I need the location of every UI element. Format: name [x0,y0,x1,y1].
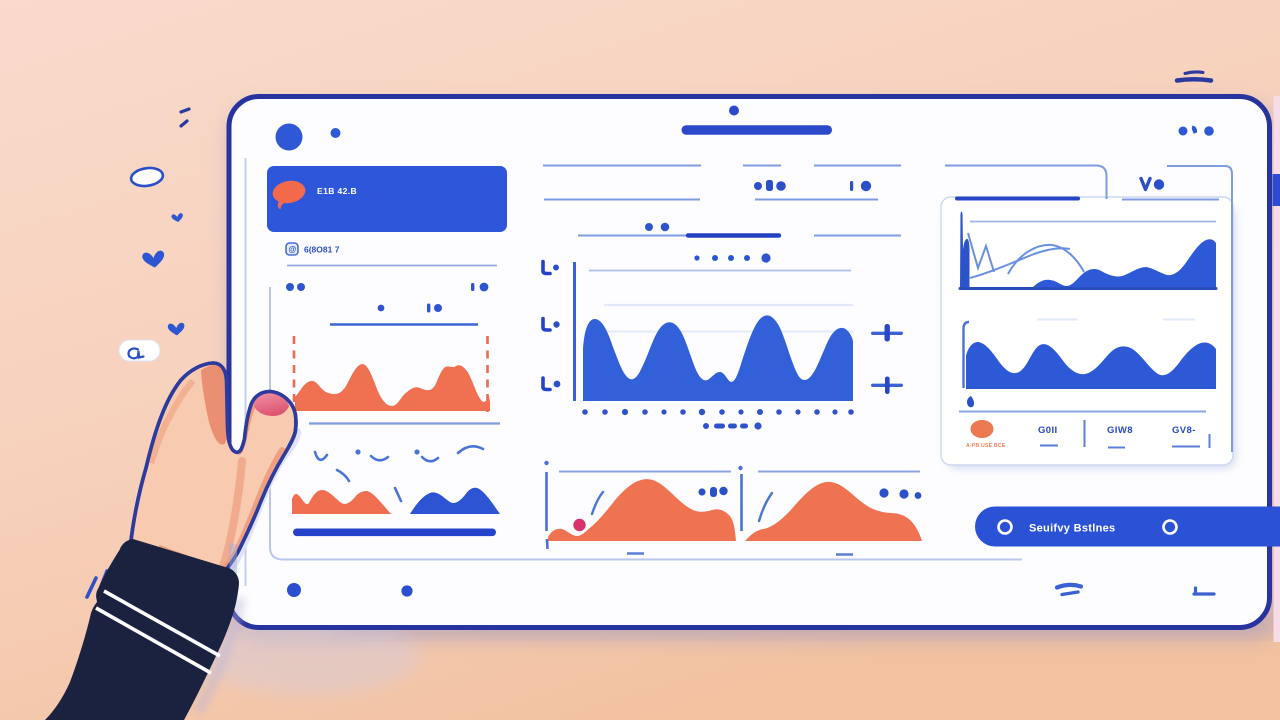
svg-text:GIW8: GIW8 [1107,425,1133,436]
svg-text:A-PB USE BCE: A-PB USE BCE [966,443,1006,449]
svg-text:Seuifvy Bstlnes: Seuifvy Bstlnes [1029,523,1115,535]
svg-text:6(8O81 7: 6(8O81 7 [304,245,340,255]
svg-text:E1B 42.B: E1B 42.B [317,186,357,196]
svg-text:GV8-: GV8- [1172,425,1196,436]
svg-text:G0II: G0II [1038,425,1058,436]
svg-text:@: @ [289,245,297,254]
